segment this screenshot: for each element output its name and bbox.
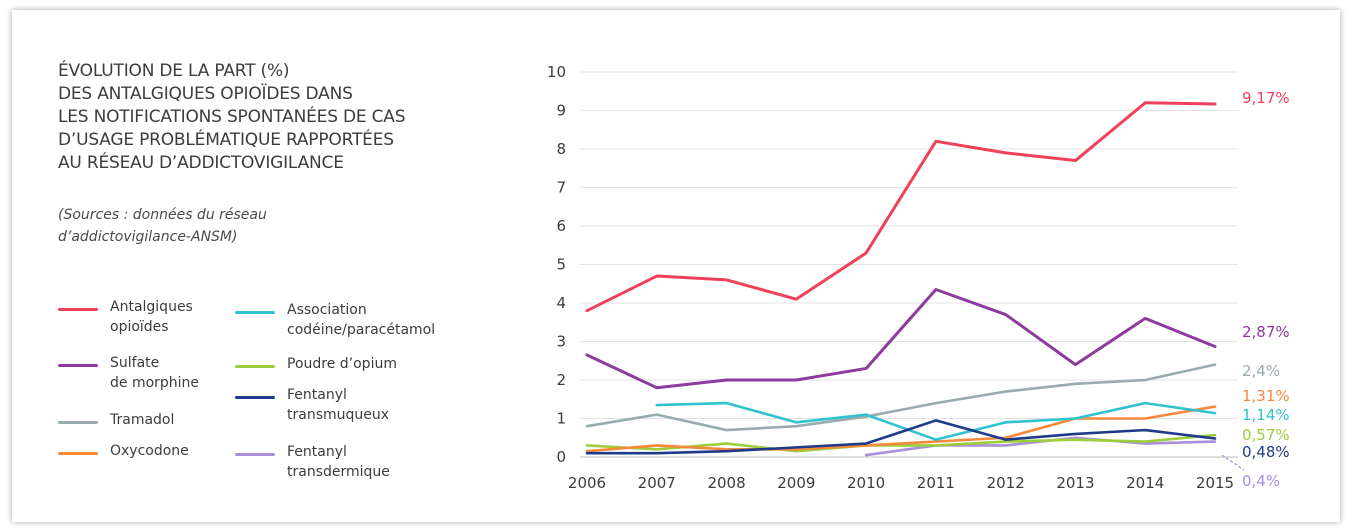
y-tick-label: 8 <box>556 140 566 158</box>
chart-title: ÉVOLUTION DE LA PART (%) DES ANTALGIQUES… <box>58 60 478 175</box>
legend-swatch <box>235 365 275 368</box>
legend-swatch <box>235 396 275 399</box>
legend-label: Tramadol <box>110 412 175 428</box>
y-tick-label: 3 <box>556 333 566 351</box>
legend-swatch <box>58 421 98 424</box>
x-tick-label: 2007 <box>638 474 676 492</box>
series-line <box>585 101 1217 313</box>
legend-swatch <box>58 364 98 367</box>
title-line: ÉVOLUTION DE LA PART (%) <box>58 61 290 81</box>
series-line <box>585 405 1217 453</box>
x-tick-label: 2012 <box>987 474 1025 492</box>
legend-swatch <box>58 452 98 455</box>
legend-label: Sulfate <box>110 355 160 371</box>
series-line <box>585 419 1217 455</box>
x-tick-label: 2011 <box>917 474 955 492</box>
legend-label: Fentanyl <box>287 444 347 460</box>
x-tick-label: 2008 <box>707 474 745 492</box>
series-end-label: 1,14% <box>1242 406 1290 424</box>
legend-label: opioïdes <box>110 319 169 335</box>
source-line: (Sources : données du réseau <box>58 207 267 223</box>
y-tick-label: 2 <box>556 371 566 389</box>
x-tick-label: 2014 <box>1126 474 1164 492</box>
x-tick-label: 2015 <box>1196 474 1234 492</box>
legend-label: Association <box>287 302 367 318</box>
series-end-label: 2,4% <box>1242 362 1280 380</box>
legend-swatch <box>235 453 275 456</box>
legend-label: Antalgiques <box>110 299 193 315</box>
series-line <box>585 363 1217 432</box>
legend-label: Poudre d’opium <box>287 356 397 372</box>
y-tick-label: 9 <box>556 102 566 120</box>
title-line: D’USAGE PROBLÉMATIQUE RAPPORTÉES <box>58 130 394 150</box>
series-end-label: 0,57% <box>1242 426 1290 444</box>
series-end-label: 1,31% <box>1242 387 1290 405</box>
source-line: d’addictovigilance-ANSM) <box>58 229 238 245</box>
y-tick-label: 7 <box>556 179 566 197</box>
x-tick-label: 2013 <box>1056 474 1094 492</box>
x-tick-label: 2009 <box>777 474 815 492</box>
series-line <box>585 288 1217 390</box>
title-line: DES ANTALGIQUES OPIOÏDES DANS <box>58 84 353 104</box>
y-tick-label: 5 <box>556 256 566 274</box>
legend-label: codéine/paracétamol <box>287 322 436 338</box>
y-tick-label: 10 <box>547 63 566 81</box>
x-tick-label: 2006 <box>568 474 606 492</box>
series-end-label: 0,48% <box>1242 443 1290 461</box>
series-line <box>655 401 1217 441</box>
y-tick-label: 4 <box>556 294 566 312</box>
legend-swatch <box>235 311 275 314</box>
y-tick-label: 1 <box>556 410 566 428</box>
series-end-label: 2,87% <box>1242 323 1290 341</box>
series-end-label: 0,4% <box>1242 472 1280 490</box>
title-line: LES NOTIFICATIONS SPONTANÉES DE CAS <box>58 107 406 127</box>
legend-label: transdermique <box>287 464 390 480</box>
x-tick-label: 2010 <box>847 474 885 492</box>
y-tick-label: 6 <box>556 217 566 235</box>
legend-swatch <box>58 308 98 311</box>
chart-source: (Sources : données du réseau d’addictovi… <box>58 204 267 248</box>
y-tick-label: 0 <box>556 448 566 466</box>
legend-label: transmuqueux <box>287 407 390 423</box>
title-line: AU RÉSEAU D’ADDICTOVIGILANCE <box>58 153 344 173</box>
label-leader <box>1221 454 1245 471</box>
legend-label: Oxycodone <box>110 443 189 459</box>
chart-card <box>12 10 1340 522</box>
legend-label: de morphine <box>110 375 200 391</box>
legend-label: Fentanyl <box>287 387 347 403</box>
series-end-label: 9,17% <box>1242 89 1290 107</box>
